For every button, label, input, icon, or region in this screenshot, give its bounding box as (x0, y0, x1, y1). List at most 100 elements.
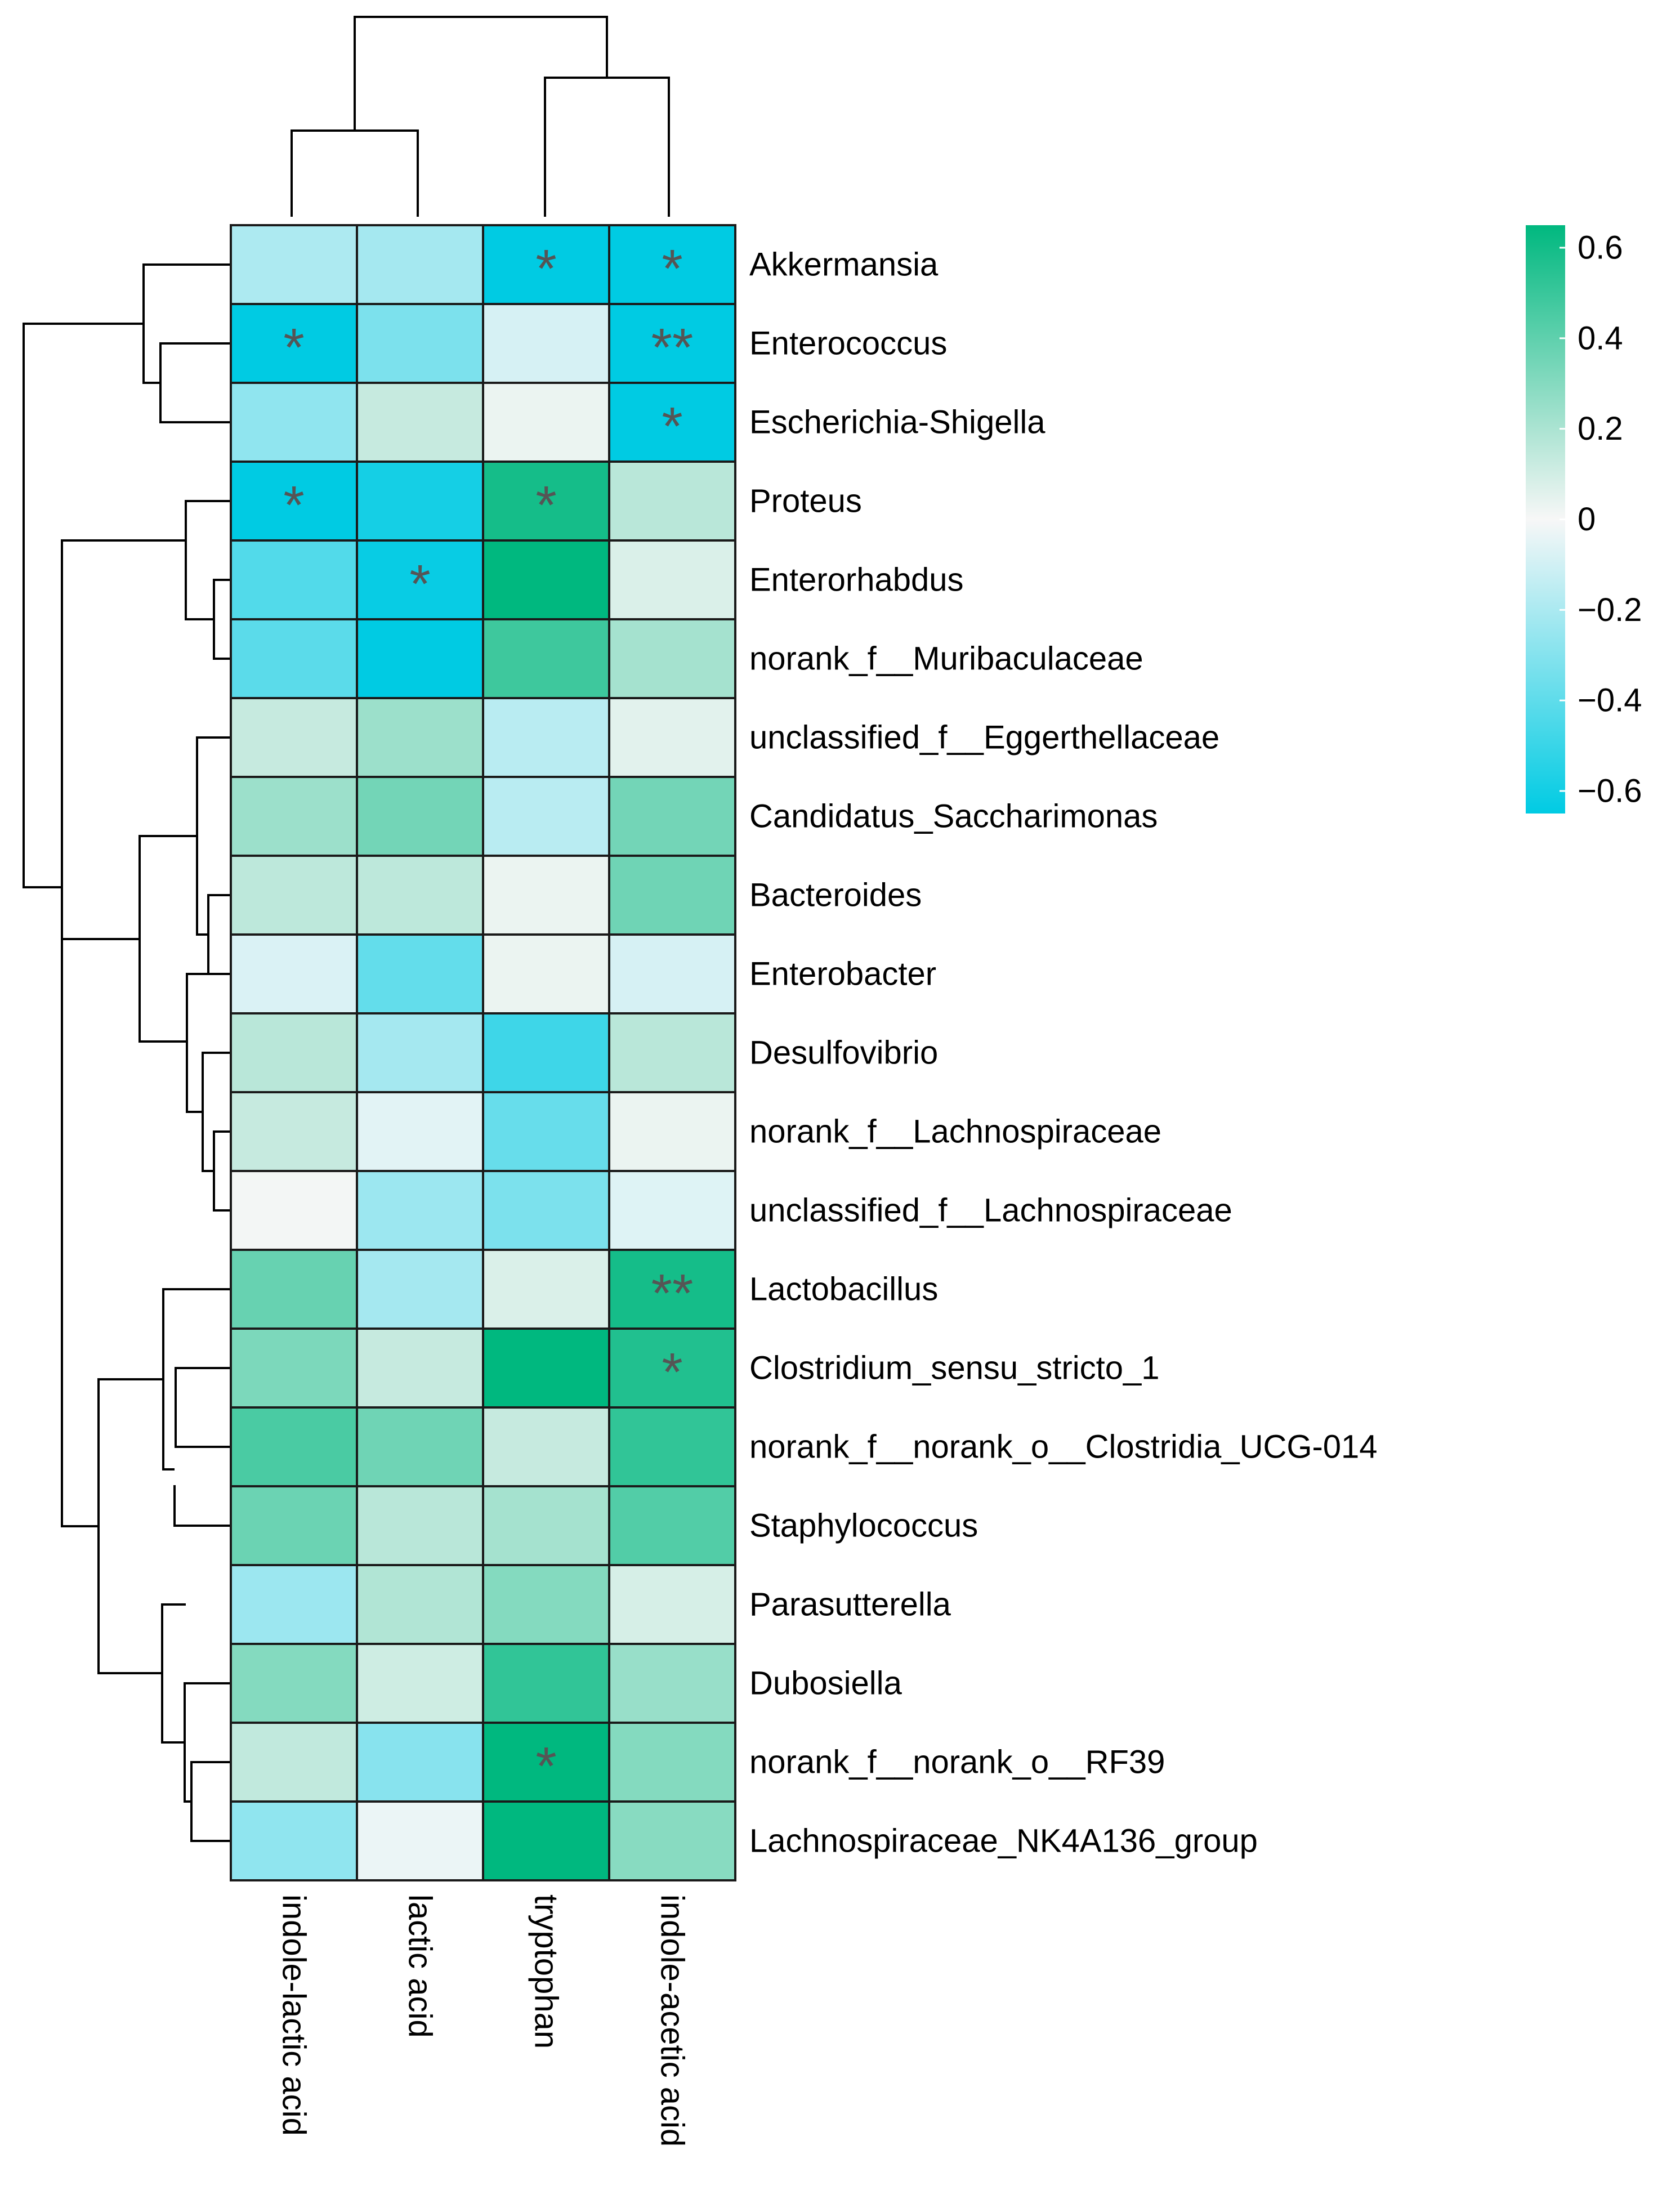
column-dendrogram (291, 16, 670, 217)
colorbar-tick-label: −0.2 (1578, 592, 1642, 628)
heatmap-cell (608, 539, 736, 620)
heatmap-cell (608, 776, 736, 857)
heatmap-cell (230, 1091, 358, 1172)
heatmap-cell (608, 933, 736, 1014)
colorbar-tick-label: 0.4 (1578, 320, 1623, 356)
row-label: Escherichia-Shigella (749, 404, 1045, 441)
heatmap-cell (230, 1800, 358, 1881)
row-label: Lachnospiraceae_NK4A136_group (749, 1823, 1258, 1860)
heatmap-cell (356, 539, 484, 620)
heatmap-cell (230, 1485, 358, 1566)
colorbar-tick-label: −0.6 (1578, 773, 1642, 810)
row-label: Desulfovibrio (749, 1035, 938, 1071)
heatmap-cell (608, 1091, 736, 1172)
heatmap-cell (230, 1328, 358, 1409)
significance-star: * (283, 318, 304, 378)
row-label: Lactobacillus (749, 1271, 938, 1308)
heatmap-cell (356, 1722, 484, 1803)
heatmap-cell (482, 1564, 610, 1645)
row-label: Enterobacter (749, 956, 936, 993)
heatmap-cell (356, 697, 484, 778)
heatmap-cell (356, 1091, 484, 1172)
significance-star: * (283, 475, 304, 535)
heatmap-cell (482, 1643, 610, 1724)
row-label: Staphylococcus (749, 1508, 978, 1544)
heatmap-cell (356, 1328, 484, 1409)
column-label: indole-acetic acid (654, 1894, 691, 2147)
heatmap-cell (608, 697, 736, 778)
heatmap-cell (230, 1012, 358, 1093)
significance-star: * (535, 475, 556, 535)
heatmap-cell (608, 1800, 736, 1881)
colorbar-tick-label: −0.4 (1578, 682, 1642, 719)
row-label: Candidatus_Saccharimonas (749, 798, 1158, 835)
heatmap-cell (482, 618, 610, 699)
heatmap-cell (230, 933, 358, 1014)
heatmap-cell (482, 1800, 610, 1881)
heatmap-cell (356, 1564, 484, 1645)
heatmap-cell (356, 1800, 484, 1881)
heatmap-cell (482, 1485, 610, 1566)
heatmap-cell (482, 1249, 610, 1330)
heatmap-cell (482, 697, 610, 778)
heatmap-cell (356, 303, 484, 384)
heatmap-cell (482, 1328, 610, 1409)
heatmap-cell (356, 1170, 484, 1251)
row-label: Parasutterella (749, 1586, 951, 1623)
heatmap-cell (356, 224, 484, 305)
heatmap-cell (608, 224, 736, 305)
heatmap-cell (482, 855, 610, 936)
heatmap-cell (230, 855, 358, 936)
heatmap-cell (608, 303, 736, 384)
heatmap-cell (356, 1643, 484, 1724)
heatmap-cell (608, 1328, 736, 1409)
heatmap-cell (482, 1406, 610, 1487)
heatmap-cell (482, 539, 610, 620)
heatmap-cell (230, 618, 358, 699)
heatmap-cell (356, 933, 484, 1014)
heatmap-cell (482, 933, 610, 1014)
significance-star: * (662, 396, 682, 457)
heatmap-cell (608, 1485, 736, 1566)
column-label: indole-lactic acid (276, 1894, 312, 2136)
heatmap-cell (482, 1091, 610, 1172)
row-label: Akkermansia (749, 247, 939, 283)
heatmap-cell (230, 1643, 358, 1724)
row-label: Enterorhabdus (749, 562, 963, 598)
heatmap-cell (230, 224, 358, 305)
heatmap-cell (230, 697, 358, 778)
row-label: Bacteroides (749, 877, 922, 914)
significance-star: * (662, 239, 682, 299)
heatmap-cell (608, 1406, 736, 1487)
row-label: Clostridium_sensu_stricto_1 (749, 1350, 1160, 1387)
column-label: lactic acid (402, 1894, 439, 2038)
colorbar-tick-label: 0.6 (1578, 230, 1623, 266)
colorbar-ticks: 0.6 0.4 0.2 0 −0.2 −0.4 −0.6 (1560, 230, 1642, 810)
significance-star: * (662, 1342, 682, 1402)
heatmap-cell (356, 461, 484, 542)
heatmap-cell (356, 1012, 484, 1093)
heatmap-cell (608, 1012, 736, 1093)
heatmap-cell (356, 776, 484, 857)
significance-star: * (535, 1736, 556, 1796)
heatmap-cell (356, 1406, 484, 1487)
row-label: norank_f__norank_o__RF39 (749, 1744, 1165, 1781)
column-label: tryptophan (528, 1894, 565, 2049)
heatmap-cell (356, 1249, 484, 1330)
heatmap-cell (230, 1722, 358, 1803)
row-labels: Akkermansia Enterococcus Escherichia-Shige… (749, 247, 1378, 1860)
heatmap-cell (356, 618, 484, 699)
row-label: Enterococcus (749, 325, 947, 362)
heatmap-cell (608, 1643, 736, 1724)
significance-markers: * ** **** ****** (283, 239, 693, 1796)
heatmap-cell (482, 1170, 610, 1251)
heatmap-cell (482, 303, 610, 384)
heatmap-cell (230, 1249, 358, 1330)
heatmap-cell (356, 382, 484, 463)
row-dendrogram (23, 263, 231, 1842)
heatmap-cell (230, 539, 358, 620)
significance-star: ** (651, 1263, 694, 1324)
heatmap-cell (608, 1564, 736, 1645)
heatmap-cell (608, 461, 736, 542)
